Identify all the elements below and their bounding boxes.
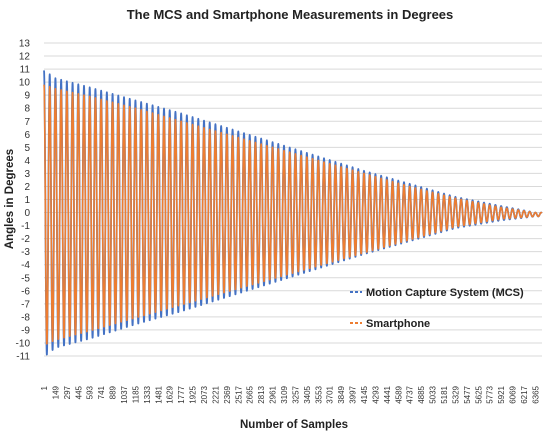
x-tick-label: 2961 bbox=[269, 385, 278, 403]
x-tick-label: 2517 bbox=[234, 385, 243, 403]
x-tick-label: 149 bbox=[51, 385, 60, 399]
x-tick-label: 5773 bbox=[486, 385, 495, 403]
y-tick-label: 3 bbox=[24, 169, 30, 180]
y-tick-label: -7 bbox=[21, 299, 30, 310]
y-tick-label: -1 bbox=[21, 221, 30, 232]
y-tick-label: 7 bbox=[24, 117, 30, 128]
x-tick-label: 4145 bbox=[360, 385, 369, 403]
x-tick-label: 5921 bbox=[497, 385, 506, 403]
x-tick-label: 3405 bbox=[303, 385, 312, 403]
x-tick-label: 593 bbox=[86, 385, 95, 399]
x-tick-label: 1185 bbox=[131, 385, 140, 403]
x-tick-label: 6365 bbox=[531, 385, 540, 403]
x-tick-label: 5329 bbox=[451, 385, 460, 403]
y-tick-label: -6 bbox=[21, 286, 30, 297]
y-tick-label: 9 bbox=[24, 91, 30, 102]
y-axis-label: Angles in Degrees bbox=[4, 149, 16, 249]
y-tick-label: 4 bbox=[24, 156, 30, 167]
series-lines bbox=[43, 70, 543, 356]
x-tick-label: 2221 bbox=[211, 385, 220, 403]
x-tick-label: 6069 bbox=[509, 385, 518, 403]
smartphone-series-line bbox=[43, 84, 543, 345]
x-tick-label: 1037 bbox=[120, 385, 129, 403]
x-axis-ticks: 1 149 297 445 593 741 889 1037 1185 1333 1481 1629 1… bbox=[40, 385, 540, 403]
x-tick-label: 6217 bbox=[520, 385, 529, 403]
x-tick-label: 5033 bbox=[429, 385, 438, 403]
chart-title: The MCS and Smartphone Measurements in D… bbox=[127, 7, 454, 22]
x-tick-label: 297 bbox=[63, 385, 72, 399]
x-tick-label: 4441 bbox=[383, 385, 392, 403]
legend-label-mcs: Motion Capture System (MCS) bbox=[366, 287, 524, 299]
y-tick-label: 5 bbox=[24, 143, 30, 154]
y-tick-label: 13 bbox=[19, 39, 31, 50]
legend: Motion Capture System (MCS) Smartphone bbox=[350, 287, 524, 330]
x-tick-label: 1777 bbox=[177, 385, 186, 403]
x-tick-label: 4885 bbox=[417, 385, 426, 403]
x-tick-label: 2813 bbox=[257, 385, 266, 403]
y-tick-label: -3 bbox=[21, 247, 30, 258]
x-tick-label: 1333 bbox=[143, 385, 152, 403]
y-axis-ticks: 131211109876543210-1-2-3-4-5-6-7-8-9-10-… bbox=[16, 39, 31, 363]
x-axis-label: Number of Samples bbox=[240, 419, 348, 431]
x-tick-label: 5181 bbox=[440, 385, 449, 403]
x-tick-label: 5477 bbox=[463, 385, 472, 403]
legend-label-smartphone: Smartphone bbox=[366, 318, 430, 330]
y-tick-label: 12 bbox=[19, 52, 31, 63]
x-tick-label: 3997 bbox=[349, 385, 358, 403]
y-tick-label: -8 bbox=[21, 312, 30, 323]
y-tick-label: 6 bbox=[24, 130, 30, 141]
y-tick-label: 0 bbox=[24, 208, 30, 219]
y-tick-label: -11 bbox=[16, 352, 30, 363]
x-tick-label: 3257 bbox=[291, 385, 300, 403]
x-tick-label: 2073 bbox=[200, 385, 209, 403]
x-tick-label: 1925 bbox=[189, 385, 198, 403]
x-tick-label: 3701 bbox=[326, 385, 335, 403]
x-tick-label: 3109 bbox=[280, 385, 289, 403]
x-tick-label: 1481 bbox=[154, 385, 163, 403]
x-tick-label: 3553 bbox=[314, 385, 323, 403]
x-tick-label: 1629 bbox=[166, 385, 175, 403]
x-tick-label: 2369 bbox=[223, 385, 232, 403]
x-tick-label: 1 bbox=[40, 385, 49, 390]
y-tick-label: -5 bbox=[21, 273, 30, 284]
y-tick-label: -4 bbox=[21, 260, 30, 271]
y-tick-label: 2 bbox=[24, 182, 30, 193]
x-tick-label: 889 bbox=[109, 385, 118, 399]
x-tick-label: 741 bbox=[97, 385, 106, 399]
y-tick-label: 11 bbox=[20, 65, 31, 76]
x-tick-label: 4293 bbox=[371, 385, 380, 403]
x-tick-label: 4737 bbox=[406, 385, 415, 403]
x-tick-label: 5625 bbox=[474, 385, 483, 403]
y-tick-label: -2 bbox=[21, 234, 30, 245]
x-tick-label: 4589 bbox=[394, 385, 403, 403]
x-tick-label: 2665 bbox=[246, 385, 255, 403]
x-tick-label: 445 bbox=[74, 385, 83, 399]
y-tick-label: 8 bbox=[24, 104, 30, 115]
y-tick-label: 10 bbox=[19, 78, 31, 89]
y-tick-label: -10 bbox=[16, 338, 31, 349]
y-tick-label: -9 bbox=[21, 325, 30, 336]
y-tick-label: 1 bbox=[24, 195, 30, 206]
x-tick-label: 3849 bbox=[337, 385, 346, 403]
